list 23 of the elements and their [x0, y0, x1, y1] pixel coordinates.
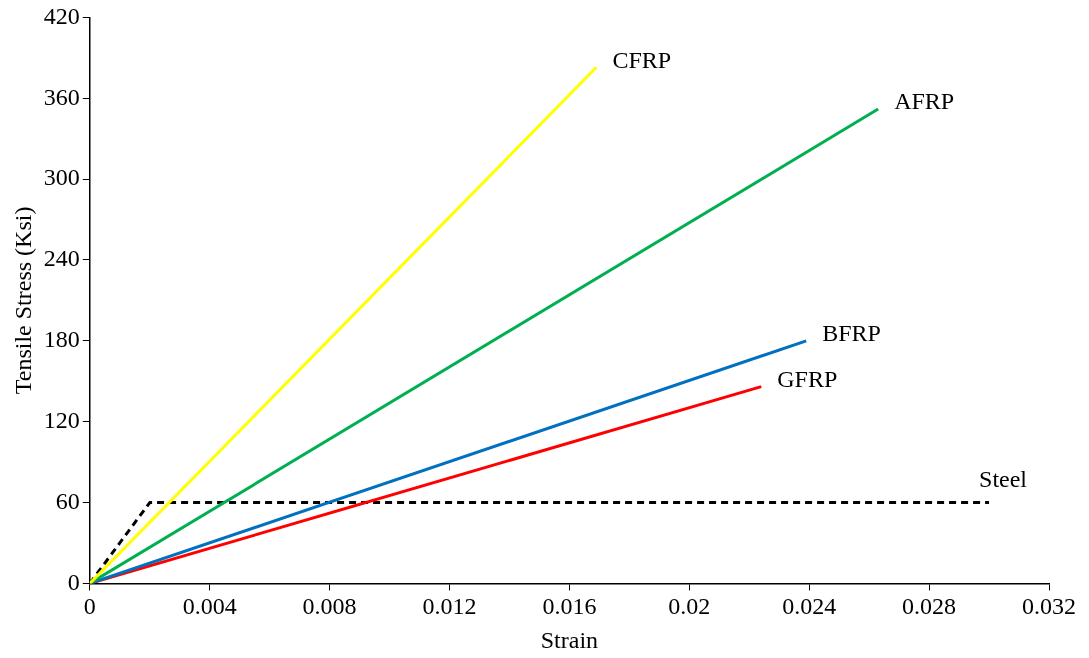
- x-axis-title: Strain: [540, 626, 599, 653]
- y-axis-title: Tensile Stress (Ksi): [9, 206, 36, 395]
- y-tick-label: 300: [43, 164, 80, 191]
- y-tick-label: 0: [67, 568, 80, 595]
- x-tick-label: 0.02: [668, 593, 711, 620]
- x-tick-label: 0.016: [542, 593, 597, 620]
- series-label: GFRP: [777, 365, 838, 392]
- x-tick-label: 0.028: [902, 593, 957, 620]
- series-label: CFRP: [612, 46, 672, 73]
- x-tick-label: 0.032: [1022, 593, 1076, 620]
- y-tick-label: 240: [43, 245, 80, 272]
- x-tick-label: 0.024: [782, 593, 837, 620]
- y-tick-label: 420: [43, 2, 80, 29]
- y-tick-label: 180: [43, 326, 80, 353]
- series-label: BFRP: [822, 320, 881, 347]
- y-tick-label: 120: [43, 406, 80, 433]
- series-label: AFRP: [894, 88, 955, 115]
- x-tick-label: 0.012: [422, 593, 477, 620]
- series-label: Steel: [979, 465, 1028, 492]
- y-tick-label: 360: [43, 83, 80, 110]
- y-tick-label: 60: [55, 487, 80, 514]
- x-tick-label: 0.008: [302, 593, 357, 620]
- x-tick-label: 0.004: [182, 593, 237, 620]
